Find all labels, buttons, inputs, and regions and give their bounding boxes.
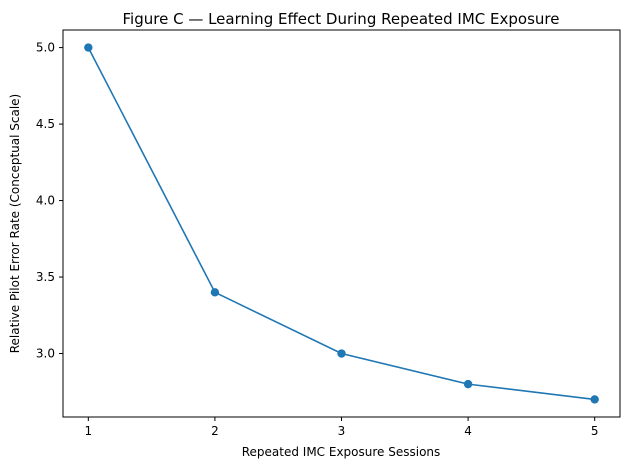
y-tick-label: 4.0 [36,194,55,208]
data-point [463,379,473,389]
x-axis: 1 2 3 4 5 [84,417,599,438]
data-point [210,288,220,297]
x-tick-label: 3 [338,424,346,438]
chart-title: Figure C — Learning Effect During Repeat… [123,10,560,28]
x-tick-label: 5 [591,424,599,438]
y-tick-label: 4.5 [36,117,55,131]
data-point [337,349,346,358]
x-tick-label: 2 [211,424,219,438]
series-line [87,47,595,401]
y-tick-label: 3.5 [36,270,55,284]
y-axis: 3.0 3.5 4.0 4.5 5.0 [36,41,63,361]
x-tick-label: 4 [464,424,472,438]
plot-area-frame [62,29,621,418]
data-point [590,395,599,404]
y-axis-label: Relative Pilot Error Rate (Conceptual Sc… [8,94,22,354]
y-tick-label: 5.0 [36,41,55,55]
y-tick-label: 3.0 [36,347,55,361]
series-layer [84,43,599,404]
x-axis-label: Repeated IMC Exposure Sessions [242,445,441,459]
x-tick-label: 1 [84,424,92,438]
data-point [84,43,93,52]
